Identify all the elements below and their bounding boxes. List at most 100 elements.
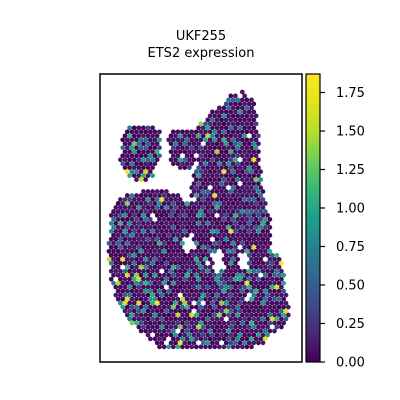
expression-spot: [253, 320, 259, 326]
expression-spot: [124, 193, 130, 198]
expression-spot: [177, 141, 183, 147]
expression-spot: [143, 209, 149, 214]
expression-spot: [256, 300, 261, 306]
expression-spot: [189, 129, 195, 135]
expression-spot: [205, 117, 211, 123]
expression-spot: [249, 97, 254, 103]
expression-spot: [276, 296, 282, 302]
expression-spot: [152, 240, 158, 246]
expression-spot: [184, 217, 190, 222]
expression-spot: [228, 165, 234, 170]
expression-spot: [166, 217, 172, 222]
expression-spot: [147, 193, 153, 198]
expression-spot: [239, 328, 245, 334]
expression-spot: [154, 300, 160, 306]
expression-spot: [184, 272, 190, 278]
expression-spot: [214, 173, 220, 178]
expression-spot: [138, 312, 144, 318]
expression-spot: [230, 105, 236, 111]
expression-spot: [150, 324, 155, 330]
expression-spot: [249, 248, 254, 254]
expression-spot: [131, 197, 137, 202]
expression-spot: [216, 233, 222, 238]
expression-spot: [214, 205, 220, 210]
expression-spot: [168, 332, 174, 338]
expression-spot: [237, 189, 243, 194]
expression-spot: [244, 248, 250, 254]
expression-spot: [233, 117, 238, 123]
expression-spot: [147, 296, 153, 302]
expression-spot: [136, 205, 142, 210]
expression-spot: [127, 221, 132, 226]
expression-spot: [228, 340, 234, 346]
expression-spot: [134, 137, 139, 143]
expression-spot: [244, 169, 250, 174]
expression-spot: [191, 324, 197, 330]
expression-spot: [249, 161, 254, 167]
expression-spot: [223, 276, 229, 282]
expression-spot: [136, 173, 142, 178]
expression-spot: [265, 276, 270, 282]
expression-spot: [256, 189, 261, 194]
expression-spot: [212, 272, 218, 278]
expression-spot: [136, 221, 142, 226]
expression-spot: [246, 244, 252, 250]
expression-spot: [131, 205, 137, 210]
expression-spot: [150, 197, 155, 202]
expression-spot: [177, 165, 183, 170]
expression-spot: [246, 101, 252, 107]
expression-spot: [120, 153, 126, 159]
expression-spot: [120, 288, 126, 294]
expression-spot: [249, 225, 254, 230]
expression-spot: [111, 248, 116, 254]
expression-spot: [173, 213, 178, 218]
expression-spot: [108, 276, 114, 282]
expression-spot: [274, 284, 280, 290]
expression-spot: [260, 252, 266, 258]
expression-spot: [157, 217, 162, 222]
expression-spot: [212, 217, 218, 222]
expression-spot: [246, 141, 252, 147]
expression-spot: [260, 229, 266, 234]
expression-spot: [129, 153, 135, 159]
expression-spot: [187, 284, 192, 290]
expression-spot: [249, 240, 254, 246]
expression-spot: [115, 209, 121, 214]
expression-spot: [145, 133, 151, 139]
expression-spot: [173, 157, 178, 163]
expression-spot: [136, 324, 142, 330]
expression-spot: [108, 229, 114, 234]
expression-spot: [214, 189, 220, 194]
expression-spot: [198, 137, 204, 143]
expression-spot: [205, 157, 211, 163]
expression-spot: [283, 316, 289, 322]
expression-spot: [246, 276, 252, 282]
expression-spot: [193, 217, 199, 222]
expression-spot: [200, 236, 206, 242]
expression-spot: [143, 248, 149, 254]
expression-spot: [246, 300, 252, 306]
expression-spot: [136, 236, 142, 242]
expression-spot: [134, 169, 139, 174]
expression-spot: [141, 197, 146, 202]
expression-spot: [237, 109, 243, 115]
expression-spot: [212, 129, 218, 135]
expression-spot: [226, 177, 231, 182]
expression-spot: [205, 165, 211, 170]
expression-spot: [216, 320, 222, 326]
expression-spot: [150, 268, 155, 274]
expression-spot: [210, 181, 215, 186]
expression-spot: [251, 205, 257, 210]
expression-spot: [177, 133, 183, 139]
expression-spot: [235, 185, 241, 190]
expression-spot: [111, 217, 116, 222]
expression-spot: [272, 312, 277, 318]
expression-spot: [219, 125, 224, 131]
expression-spot: [230, 240, 236, 246]
expression-spot: [131, 149, 137, 155]
expression-spot: [253, 121, 259, 127]
expression-spot: [138, 137, 144, 143]
expression-spot: [152, 304, 158, 310]
expression-spot: [154, 244, 160, 250]
expression-spot: [189, 217, 195, 222]
